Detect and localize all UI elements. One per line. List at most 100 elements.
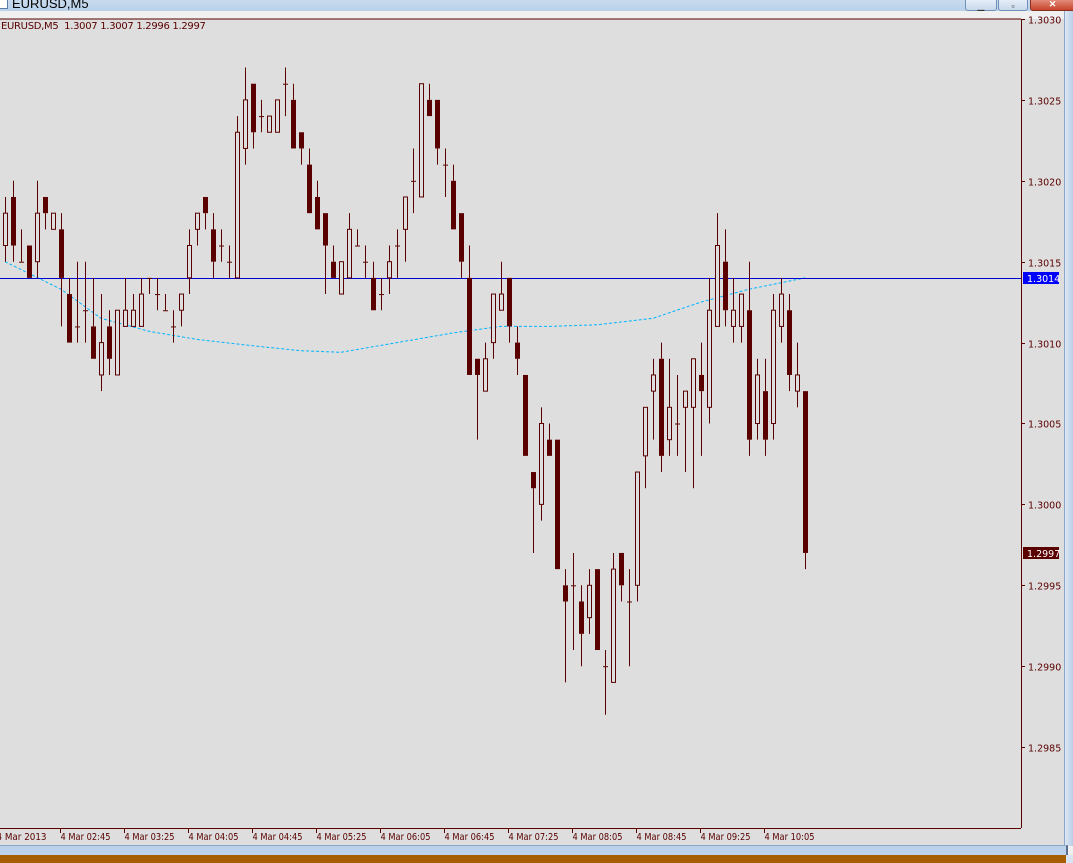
candle bbox=[259, 99, 264, 133]
time-tick-label: 4 Mar 10:05 bbox=[765, 832, 815, 843]
candle bbox=[163, 294, 168, 312]
plot-area[interactable] bbox=[0, 19, 1021, 828]
candle bbox=[115, 309, 120, 376]
time-axis-area[interactable] bbox=[0, 829, 1064, 845]
candle-body-bearish bbox=[747, 310, 752, 440]
candle-body-bullish bbox=[179, 293, 184, 311]
candle bbox=[91, 277, 96, 359]
candle bbox=[315, 180, 320, 230]
candle bbox=[515, 326, 520, 375]
moving-average-layer bbox=[4, 261, 806, 353]
candle bbox=[699, 342, 704, 456]
candle-body-bearish bbox=[315, 196, 320, 230]
candle-body-bearish bbox=[451, 180, 456, 230]
candle-body-bearish bbox=[579, 601, 584, 634]
candle bbox=[59, 213, 64, 327]
candle bbox=[211, 213, 216, 278]
candle bbox=[547, 423, 552, 456]
price-tick-label: 1.3000 bbox=[1028, 501, 1061, 512]
candle-body-bullish bbox=[651, 374, 656, 392]
price-tick-label: 1.2985 bbox=[1028, 744, 1061, 755]
time-tick-label: 4 Mar 04:05 bbox=[189, 832, 239, 843]
candle bbox=[139, 277, 144, 327]
window-title: EURUSD,M5 bbox=[12, 0, 89, 11]
candle bbox=[603, 650, 608, 715]
candle-body-bearish bbox=[43, 196, 48, 214]
candle bbox=[299, 132, 304, 165]
price-tick-label: 1.3025 bbox=[1028, 97, 1061, 108]
candle-body-bearish bbox=[467, 277, 472, 375]
maximize-button[interactable]: ▫ bbox=[998, 0, 1028, 11]
price-chart[interactable]: 1.3030 1.3025 1.3020 1.3015 1.3010 1.3005 1.30… bbox=[0, 0, 1064, 845]
candle bbox=[483, 342, 488, 392]
candle-body-bullish bbox=[3, 212, 8, 247]
candle-body-bearish bbox=[299, 132, 304, 149]
window-title-bar[interactable]: EURUSD,M5 ▁ ▫ ✕ bbox=[0, 0, 1073, 11]
candle bbox=[395, 229, 400, 278]
candle-body-bullish bbox=[539, 423, 544, 505]
candle-body-bearish bbox=[619, 552, 624, 586]
time-tick-label: 4 Mar 2013 bbox=[0, 832, 47, 843]
candle bbox=[619, 552, 624, 602]
candle bbox=[611, 552, 616, 683]
candle bbox=[563, 569, 568, 683]
candle bbox=[243, 67, 248, 165]
candle bbox=[275, 99, 280, 133]
candle bbox=[179, 293, 184, 327]
candle bbox=[715, 213, 720, 327]
candle-body-bullish bbox=[347, 228, 352, 279]
candle-body-bearish bbox=[659, 358, 664, 456]
candle-body-bearish bbox=[435, 99, 440, 149]
candle bbox=[459, 213, 464, 278]
candle bbox=[491, 293, 496, 359]
candle bbox=[755, 358, 760, 440]
candle-body-bullish bbox=[339, 261, 344, 295]
candle bbox=[579, 585, 584, 667]
candle bbox=[451, 164, 456, 230]
candle bbox=[499, 261, 504, 311]
candle-body-bearish bbox=[427, 99, 432, 117]
price-axis-area[interactable] bbox=[1022, 19, 1064, 845]
candle bbox=[195, 212, 200, 246]
candle bbox=[507, 277, 512, 343]
candle bbox=[667, 358, 672, 456]
candle-body-bullish bbox=[123, 309, 128, 327]
taskbar-corner bbox=[1066, 855, 1073, 863]
time-tick-label: 4 Mar 08:05 bbox=[573, 832, 623, 843]
moving-average-line bbox=[4, 261, 806, 353]
candle bbox=[171, 310, 176, 343]
candle bbox=[67, 277, 72, 343]
minimize-button[interactable]: ▁ bbox=[965, 0, 997, 11]
candle bbox=[83, 261, 88, 343]
candle-body-bullish bbox=[35, 212, 40, 263]
candle bbox=[235, 116, 240, 279]
candle-body-bearish bbox=[291, 99, 296, 149]
candle bbox=[11, 180, 16, 262]
close-button[interactable]: ✕ bbox=[1030, 0, 1073, 11]
candle-body-bullish bbox=[611, 568, 616, 683]
candle-body-bullish bbox=[635, 471, 640, 586]
candle-body-bearish bbox=[507, 277, 512, 327]
candle bbox=[3, 196, 8, 262]
candle bbox=[475, 358, 480, 440]
candle bbox=[787, 294, 792, 392]
candle-body-bearish bbox=[211, 229, 216, 262]
candle-body-bearish bbox=[371, 277, 376, 311]
candle bbox=[723, 229, 728, 327]
time-tick-label: 4 Mar 06:05 bbox=[381, 832, 431, 843]
candle-body-bullish bbox=[387, 261, 392, 279]
chart-ohlc-header: EURUSD,M5 1.3007 1.3007 1.2996 1.2997 bbox=[1, 21, 206, 32]
candle-body-bearish bbox=[203, 196, 208, 214]
candle-body-bearish bbox=[307, 164, 312, 214]
candle-body-bullish bbox=[755, 374, 760, 424]
candle bbox=[27, 245, 32, 278]
candle bbox=[227, 245, 232, 278]
candle-body-bearish bbox=[67, 294, 72, 343]
candle-body-bullish bbox=[771, 309, 776, 424]
time-tick-label: 4 Mar 03:25 bbox=[125, 832, 175, 843]
candle-body-bearish bbox=[59, 229, 64, 278]
candle-body-bullish bbox=[483, 358, 488, 392]
candle bbox=[595, 569, 600, 651]
candle bbox=[203, 196, 208, 230]
candle-body-bearish bbox=[523, 374, 528, 456]
